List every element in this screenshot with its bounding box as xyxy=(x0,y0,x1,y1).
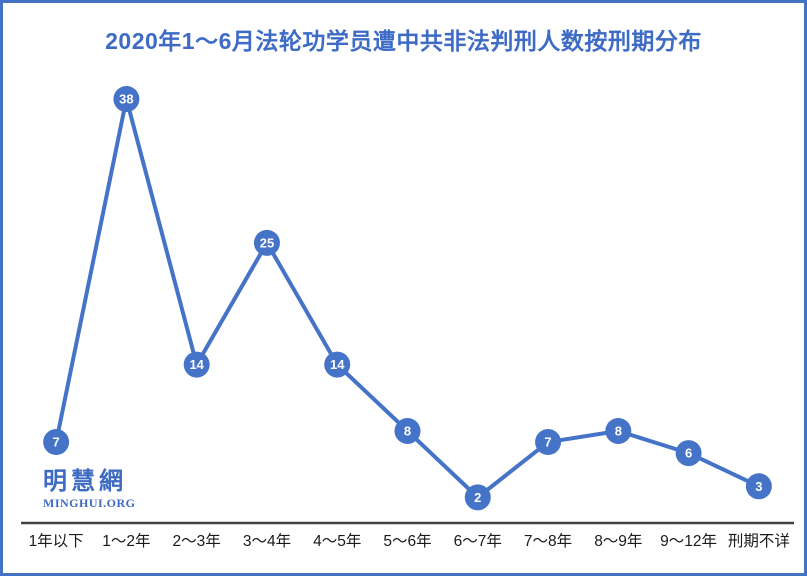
minghui-watermark: 明慧網 MINGHUI.ORG xyxy=(43,468,136,510)
data-point-label: 8 xyxy=(404,423,411,438)
data-point-label: 14 xyxy=(189,357,204,372)
data-point-label: 7 xyxy=(53,435,60,450)
data-point-marker xyxy=(253,229,280,256)
data-point-label: 7 xyxy=(544,435,551,450)
x-axis-label: 1年以下 xyxy=(29,532,84,550)
data-point-marker xyxy=(745,473,772,500)
data-point-marker xyxy=(675,440,702,467)
data-point-marker xyxy=(324,351,351,378)
x-axis-label: 1～2年 xyxy=(102,532,150,550)
data-point-label: 14 xyxy=(330,357,345,372)
line-chart-canvas: 7 38 14 25 14 8 2 7 8 6 3 1年以下 1～2年 2～3年 3～4年 4～5年 5～6年 6… xyxy=(21,86,794,550)
data-point-label: 6 xyxy=(685,446,692,461)
x-axis-label: 2～3年 xyxy=(173,532,221,550)
data-point-label: 25 xyxy=(260,235,274,250)
x-axis-label: 9～12年 xyxy=(660,532,717,550)
x-axis-label: 3～4年 xyxy=(243,532,291,550)
data-point-label: 38 xyxy=(119,92,133,107)
minghui-logo-text: 明慧網 xyxy=(43,468,127,495)
data-point-label: 2 xyxy=(474,490,481,505)
x-axis-label: 刑期不详 xyxy=(728,532,790,550)
x-axis-label: 4～5年 xyxy=(313,532,361,550)
data-point-marker xyxy=(464,484,491,511)
data-point-marker xyxy=(535,429,562,456)
x-axis-label: 6～7年 xyxy=(454,532,502,550)
data-point-marker xyxy=(394,417,421,444)
data-point-label: 3 xyxy=(755,479,762,494)
minghui-url-text: MINGHUI.ORG xyxy=(43,496,136,510)
data-point-label: 8 xyxy=(615,423,622,438)
data-point-marker xyxy=(43,429,70,456)
x-axis-label: 5～6年 xyxy=(383,532,431,550)
chart-title: 2020年1～6月法轮功学员遭中共非法判刑人数按刑期分布 xyxy=(105,28,702,54)
data-point-marker xyxy=(113,86,140,112)
x-axis-label: 8～9年 xyxy=(594,532,642,550)
data-point-marker xyxy=(605,417,632,444)
x-axis-label: 7～8年 xyxy=(524,532,572,550)
data-point-marker xyxy=(183,351,210,378)
